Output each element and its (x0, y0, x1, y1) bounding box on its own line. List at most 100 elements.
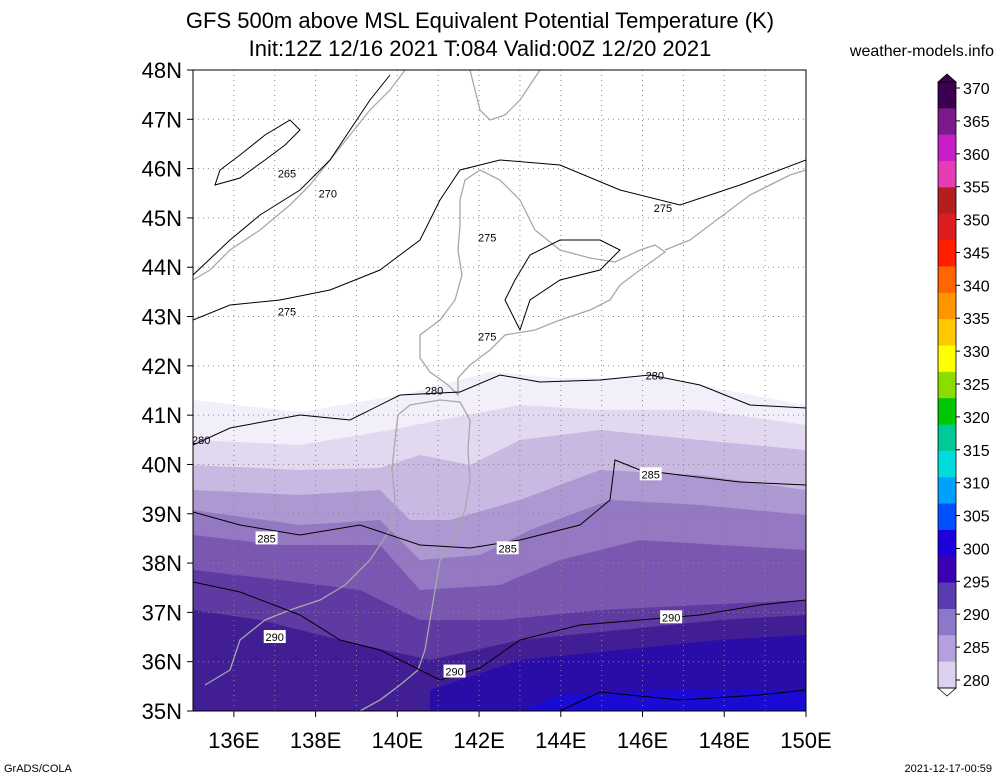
lat-tick-label: 36N (142, 650, 182, 675)
colorbar-label: 310 (963, 476, 990, 493)
hokkaido-coast (419, 169, 667, 397)
coastlines (193, 70, 806, 711)
software-credit: GrADS/COLA (4, 763, 72, 775)
colorbar-top-arrow (936, 73, 958, 83)
colorbar-swatch (938, 240, 956, 267)
colorbar-swatch (938, 82, 956, 109)
colorbar-label: 295 (963, 574, 990, 591)
colorbar-swatch (938, 529, 956, 557)
contour-label: 285 (257, 533, 275, 545)
colorbar: 370 365 360 355 350 345 340 335 330 325 320 315 310 3… (936, 73, 990, 697)
lon-tick-label: 146E (617, 728, 668, 753)
colorbar-label: 300 (963, 541, 990, 558)
colorbar-label: 360 (963, 147, 990, 164)
contour-label: 280 (192, 435, 210, 447)
lat-tick-label: 46N (142, 157, 182, 182)
colorbar-swatch (938, 371, 956, 399)
colorbar-swatch (938, 661, 956, 689)
colorbar-swatch (938, 450, 956, 478)
colorbar-label: 370 (963, 81, 990, 98)
contour-label: 275 (478, 233, 496, 245)
colorbar-swatch (938, 608, 956, 636)
lat-tick-label: 41N (142, 403, 182, 428)
graticule (193, 70, 806, 711)
lat-tick-label: 43N (142, 305, 182, 330)
colorbar-swatch (938, 345, 956, 373)
map-title: GFS 500m above MSL Equivalent Potential … (185, 8, 775, 33)
lon-tick-label: 138E (290, 728, 341, 753)
colorbar-label: 330 (963, 344, 990, 361)
generation-timestamp: 2021-12-17-00:59 (904, 763, 992, 775)
lon-tick-label: 142E (453, 728, 504, 753)
colorbar-label: 350 (963, 213, 990, 230)
colorbar-swatch (938, 292, 956, 320)
russia-coast (193, 70, 406, 281)
contour-275-c (504, 239, 621, 331)
colorbar-swatch (938, 213, 956, 241)
colorbar-swatch (938, 635, 956, 663)
contour-label-bg (443, 664, 466, 678)
map-subtitle: Init:12Z 12/16 2021 T:084 Valid:00Z 12/2… (248, 36, 712, 61)
colorbar-swatch (938, 556, 956, 584)
contour-295 (559, 689, 806, 711)
contour-label-bg (660, 610, 683, 624)
contour-labels: 265 270 275 275 275 275 280 280 280 285 285 285 290 2… (192, 169, 683, 679)
colorbar-swatch (938, 503, 956, 531)
contour-285 (193, 459, 806, 549)
contour-label: 280 (646, 371, 664, 383)
colorbar-label: 345 (963, 245, 990, 262)
contour-label: 290 (662, 612, 680, 624)
contour-label-bg (496, 541, 519, 555)
site-name: weather-models.info (849, 43, 994, 60)
lat-tick-label: 45N (142, 206, 182, 231)
plot-frame (192, 69, 807, 712)
colorbar-swatch (938, 266, 956, 294)
honshu-coast (204, 399, 471, 711)
lon-tick-label: 140E (372, 728, 423, 753)
colorbar-swatch (938, 398, 956, 426)
lat-tick-label: 47N (142, 107, 182, 132)
colorbar-swatch (938, 187, 956, 215)
colorbar-swatch (938, 134, 956, 162)
colorbar-label: 340 (963, 278, 990, 295)
lat-tick-label: 39N (142, 502, 182, 527)
contour-275-w (193, 159, 806, 321)
colorbar-label: 305 (963, 509, 990, 526)
sakhalin-coast (469, 70, 541, 121)
lon-tick-label: 150E (780, 728, 831, 753)
colorbar-swatch (938, 161, 956, 188)
latitude-axis: 48N 47N 46N 45N 44N 43N 42N 41N 40N 39N 38N 37N 36N 3… (142, 58, 193, 724)
lat-tick-label: 48N (142, 58, 182, 83)
contour-label-bg (255, 531, 278, 545)
colorbar-swatch (938, 477, 956, 505)
contour-label: 275 (654, 203, 672, 215)
contour-label-bg (639, 467, 662, 481)
colorbar-label: 365 (963, 114, 990, 131)
contour-label: 275 (278, 307, 296, 319)
contour-265 (214, 119, 301, 186)
contour-label: 285 (498, 543, 516, 555)
colorbar-bottom-arrow (936, 687, 958, 697)
lon-tick-label: 144E (535, 728, 586, 753)
lat-tick-label: 35N (142, 699, 182, 724)
contour-label: 290 (266, 632, 284, 644)
colorbar-label: 335 (963, 311, 990, 328)
contour-label: 290 (445, 667, 463, 679)
lat-tick-label: 44N (142, 255, 182, 280)
contour-label: 280 (425, 386, 443, 398)
theta-e-fill (193, 70, 806, 711)
band-293 (520, 690, 806, 711)
colorbar-label: 280 (963, 673, 990, 690)
contour-label: 285 (642, 469, 660, 481)
contour-label: 275 (478, 331, 496, 343)
lat-tick-label: 42N (142, 354, 182, 379)
contour-label: 270 (319, 188, 337, 200)
colorbar-label: 290 (963, 607, 990, 624)
contour-label: 265 (278, 169, 296, 181)
contour-lines (193, 74, 806, 711)
colorbar-label: 325 (963, 377, 990, 394)
colorbar-swatch (938, 582, 956, 610)
contour-270 (193, 74, 391, 276)
longitude-axis: 136E 138E 140E 142E 144E 146E 148E 150E (208, 711, 832, 753)
